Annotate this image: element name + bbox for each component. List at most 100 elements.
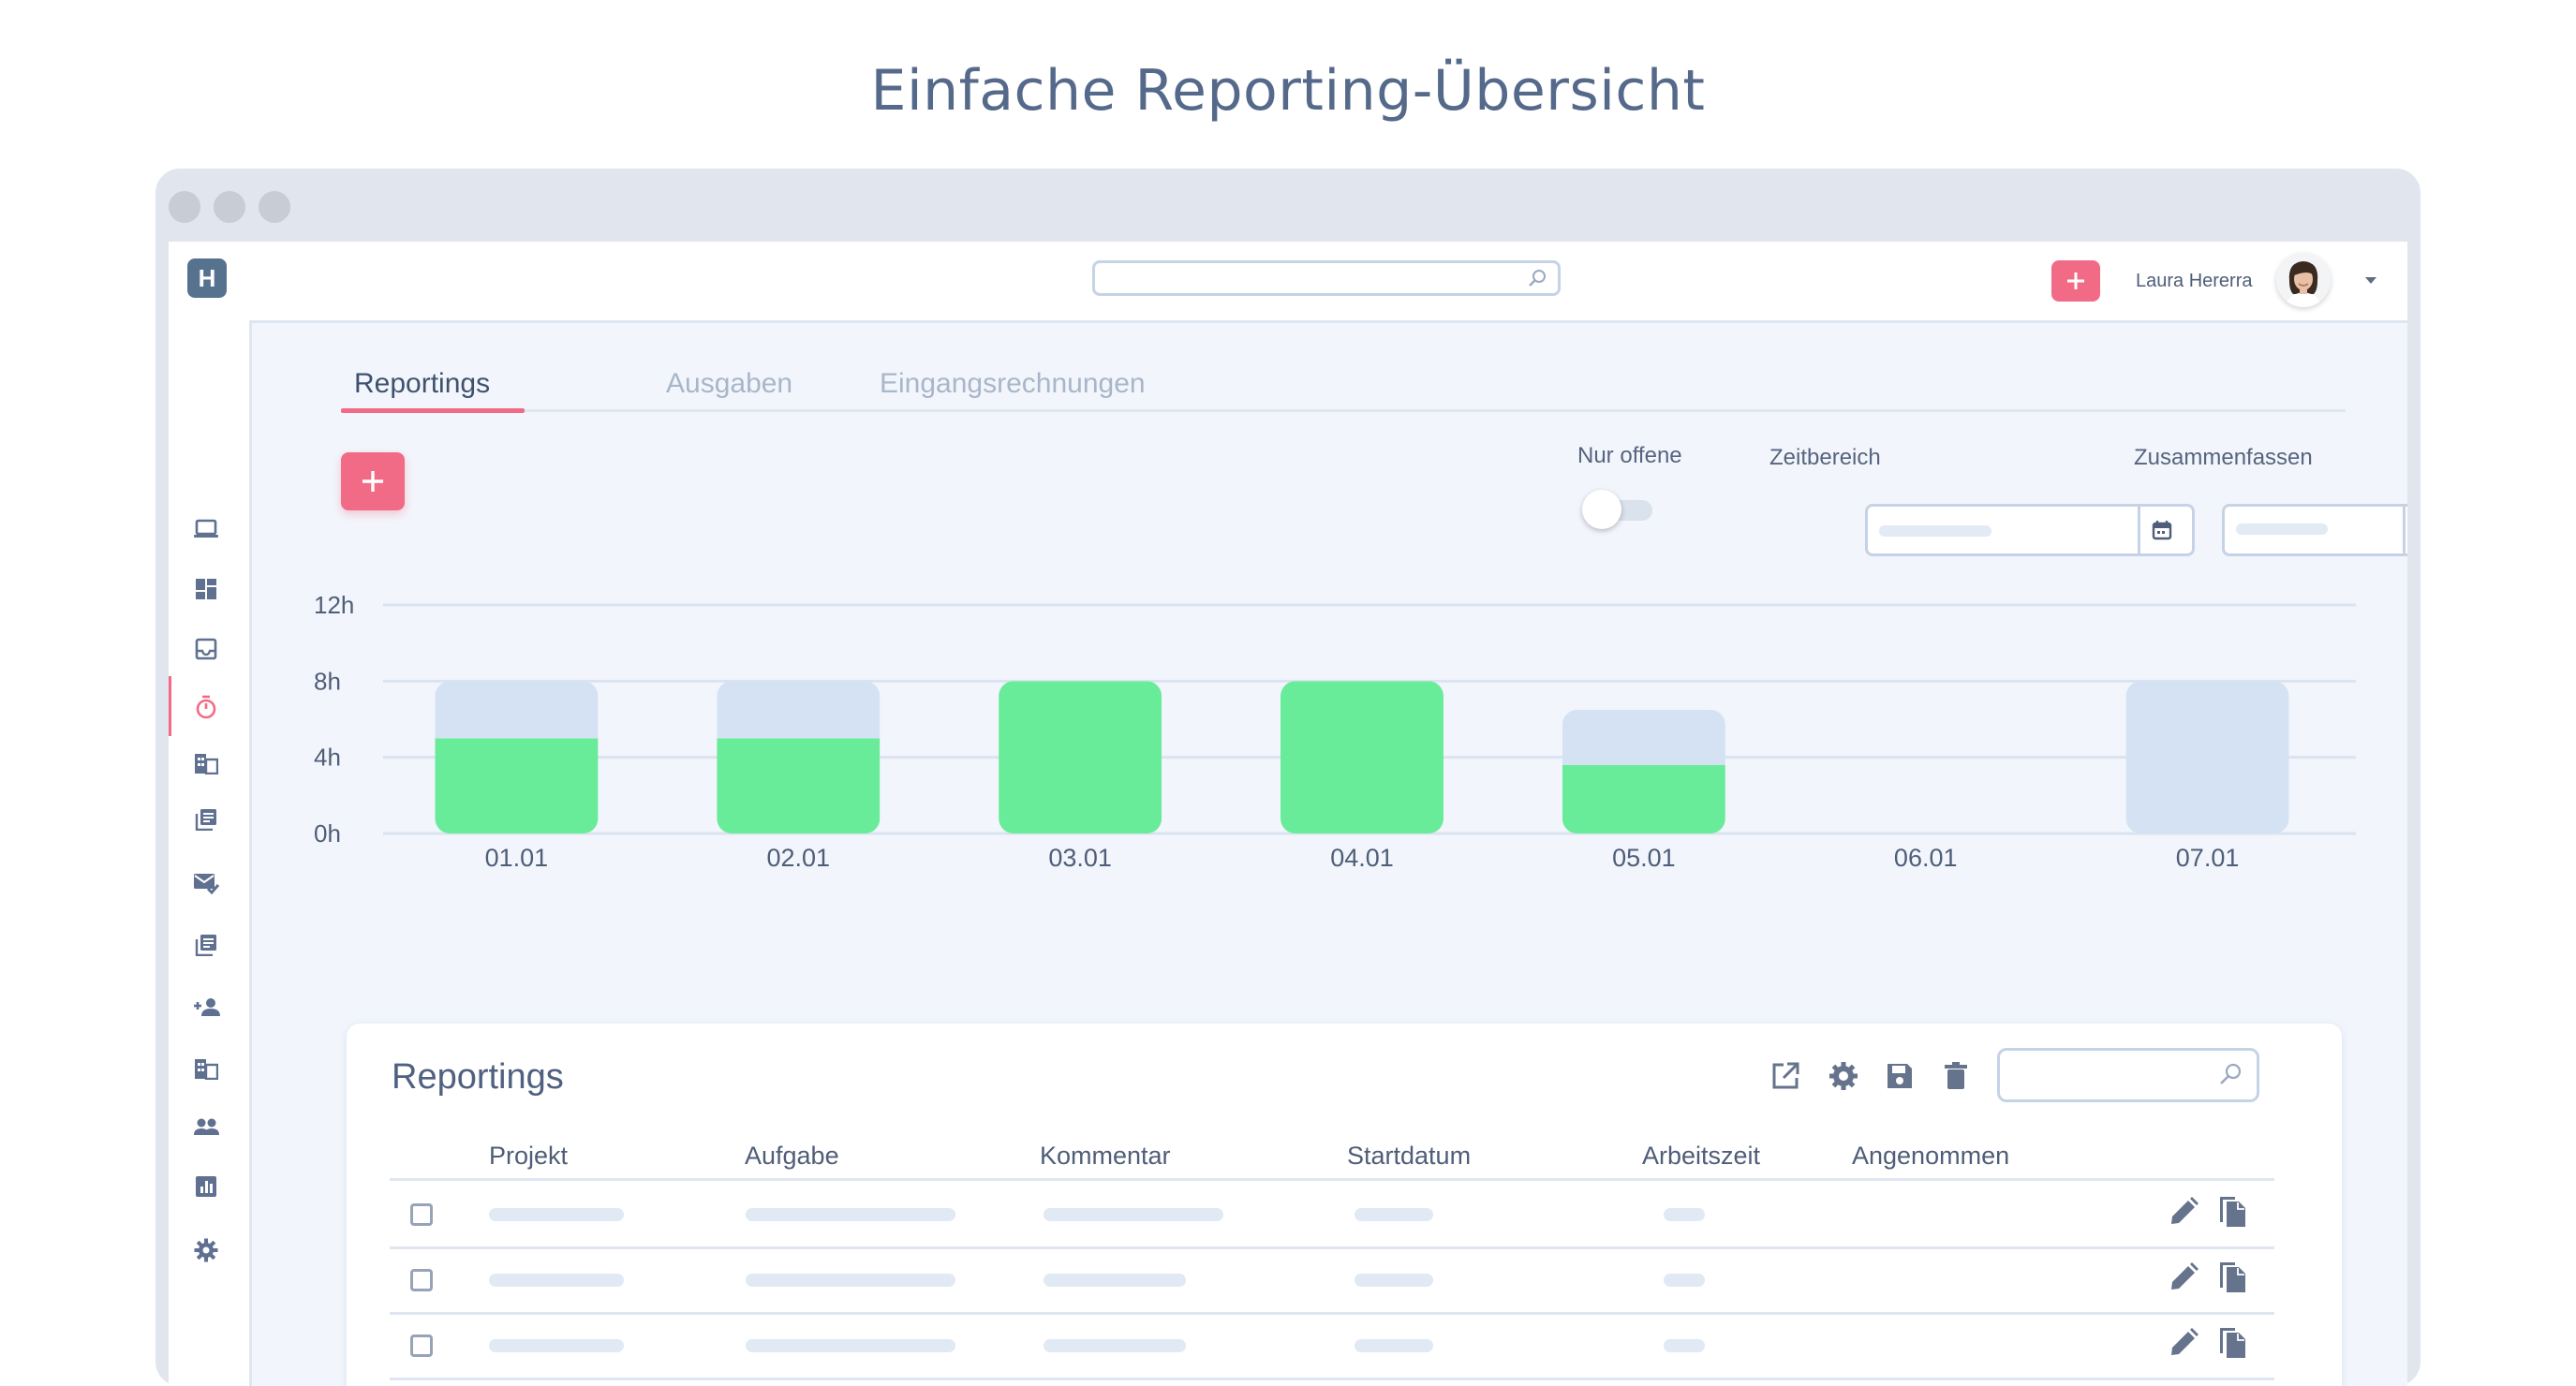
page-title: Einfache Reporting-Übersicht [870, 58, 1706, 124]
sidebar-settings-gear-icon[interactable] [192, 1236, 220, 1264]
aufgabe-placeholder [746, 1208, 955, 1221]
settings-gear-icon[interactable] [1828, 1061, 1858, 1096]
y-tick-label: 4h [314, 744, 341, 772]
window-minimize-dot[interactable] [214, 191, 245, 223]
plus-icon [2067, 273, 2084, 289]
quick-add-button[interactable] [2051, 260, 2100, 302]
window-close-dot[interactable] [169, 191, 200, 223]
user-menu-chevron-down-icon[interactable] [2364, 273, 2377, 290]
reportings-card: Reportings Projekt [347, 1024, 2342, 1386]
x-tick-label: 07.01 [2176, 844, 2240, 872]
bar-segment-02.01 [717, 738, 881, 833]
duplicate-icon[interactable] [2216, 1261, 2248, 1298]
avatar[interactable] [2276, 253, 2331, 307]
summarize-label: Zusammenfassen [2134, 445, 2313, 470]
plus-icon [363, 471, 383, 492]
sidebar-building-icon[interactable] [192, 749, 220, 777]
sidebar-mail-check-icon[interactable] [192, 869, 220, 897]
startdatum-placeholder [1355, 1274, 1433, 1287]
sidebar-reports-icon[interactable] [192, 931, 220, 959]
edit-pencil-icon[interactable] [2168, 1196, 2199, 1232]
trash-icon[interactable] [1941, 1061, 1971, 1096]
bar-segment-05.01 [1562, 709, 1725, 765]
search-icon [1526, 267, 1548, 294]
hours-chart-svg: 12h 8h 4h 0h 01.01 02.01 03.01 04.01 05.01 06.01 0… [314, 591, 2356, 872]
bar-segment-01.01 [435, 681, 599, 739]
table-row[interactable] [390, 1312, 2274, 1380]
main-content: Reportings Ausgaben Eingangsrechnungen N… [252, 323, 2407, 1386]
y-tick-label: 0h [314, 819, 341, 848]
bar-segment-01.01 [435, 738, 599, 833]
search-icon [2217, 1061, 2243, 1092]
summarize-select[interactable] [2222, 504, 2407, 556]
projekt-placeholder [489, 1274, 624, 1287]
x-tick-label: 04.01 [1330, 844, 1394, 872]
row-checkbox[interactable] [410, 1269, 433, 1291]
bar-segment-07.01 [2125, 681, 2289, 833]
x-tick-label: 05.01 [1612, 844, 1676, 872]
tab-eingangsrechnungen[interactable]: Eingangsrechnungen [880, 368, 1146, 399]
tab-ausgaben[interactable]: Ausgaben [666, 368, 793, 399]
period-date-field[interactable] [1865, 504, 2195, 556]
table-row[interactable] [390, 1181, 2274, 1249]
bar-segment-02.01 [717, 681, 881, 739]
column-header-aufgabe[interactable]: Aufgabe [745, 1142, 839, 1170]
aufgabe-placeholder [746, 1339, 955, 1352]
row-checkbox[interactable] [410, 1203, 433, 1226]
table-row[interactable] [390, 1378, 2274, 1386]
sidebar-dashboard-icon[interactable] [192, 575, 220, 603]
duplicate-icon[interactable] [2216, 1327, 2248, 1364]
sidebar-laptop-icon[interactable] [192, 515, 220, 543]
column-header-projekt[interactable]: Projekt [489, 1142, 569, 1170]
browser-window: H Laura Hererra [155, 169, 2421, 1386]
arbeitszeit-placeholder [1664, 1274, 1705, 1287]
edit-pencil-icon[interactable] [2168, 1327, 2199, 1364]
app-frame: H Laura Hererra [169, 242, 2407, 1386]
period-placeholder [1879, 525, 1991, 537]
sidebar-company-icon[interactable] [192, 1054, 220, 1083]
sidebar-analytics-icon[interactable] [192, 1172, 220, 1201]
sidebar [169, 320, 252, 1386]
bar-segment-03.01 [999, 681, 1162, 833]
projekt-placeholder [489, 1208, 624, 1221]
x-tick-label: 06.01 [1894, 844, 1958, 872]
aufgabe-placeholder [746, 1274, 955, 1287]
kommentar-placeholder [1044, 1274, 1186, 1287]
bar-segment-04.01 [1281, 681, 1443, 833]
sidebar-inbox-icon[interactable] [192, 635, 220, 663]
user-name[interactable]: Laura Hererra [2136, 271, 2253, 291]
table-header-divider [390, 1178, 2274, 1181]
tab-reportings[interactable]: Reportings [354, 368, 491, 399]
logo-text: H [198, 263, 216, 292]
x-tick-label: 01.01 [485, 844, 549, 872]
sidebar-team-icon[interactable] [192, 1113, 220, 1141]
add-reporting-button[interactable] [341, 452, 405, 510]
period-label: Zeitbereich [1769, 445, 1881, 470]
row-checkbox[interactable] [410, 1334, 433, 1357]
table-search-input[interactable] [1997, 1048, 2259, 1102]
sidebar-timer-icon[interactable] [192, 693, 220, 721]
summarize-field-divider [2403, 507, 2406, 553]
duplicate-icon[interactable] [2216, 1196, 2248, 1232]
app-logo[interactable]: H [187, 258, 227, 298]
column-header-startdatum[interactable]: Startdatum [1347, 1142, 1472, 1170]
table-row[interactable] [390, 1246, 2274, 1315]
save-icon[interactable] [1885, 1061, 1915, 1096]
window-maximize-dot[interactable] [259, 191, 290, 223]
sidebar-documents-icon[interactable] [192, 805, 220, 833]
column-header-angenommen[interactable]: Angenommen [1852, 1142, 2010, 1170]
column-header-kommentar[interactable]: Kommentar [1040, 1142, 1171, 1170]
x-tick-label: 02.01 [766, 844, 830, 872]
sidebar-add-user-icon[interactable] [192, 993, 220, 1021]
arbeitszeit-placeholder [1664, 1208, 1705, 1221]
global-search-input[interactable] [1092, 260, 1561, 296]
arbeitszeit-placeholder [1664, 1339, 1705, 1352]
calendar-icon[interactable] [2152, 520, 2172, 545]
only-open-toggle-knob[interactable] [1582, 490, 1621, 529]
export-icon[interactable] [1770, 1061, 1800, 1096]
projekt-placeholder [489, 1339, 624, 1352]
sidebar-active-indicator [169, 676, 171, 736]
column-header-arbeitszeit[interactable]: Arbeitszeit [1642, 1142, 1761, 1170]
edit-pencil-icon[interactable] [2168, 1261, 2199, 1298]
period-field-divider [2138, 507, 2140, 553]
